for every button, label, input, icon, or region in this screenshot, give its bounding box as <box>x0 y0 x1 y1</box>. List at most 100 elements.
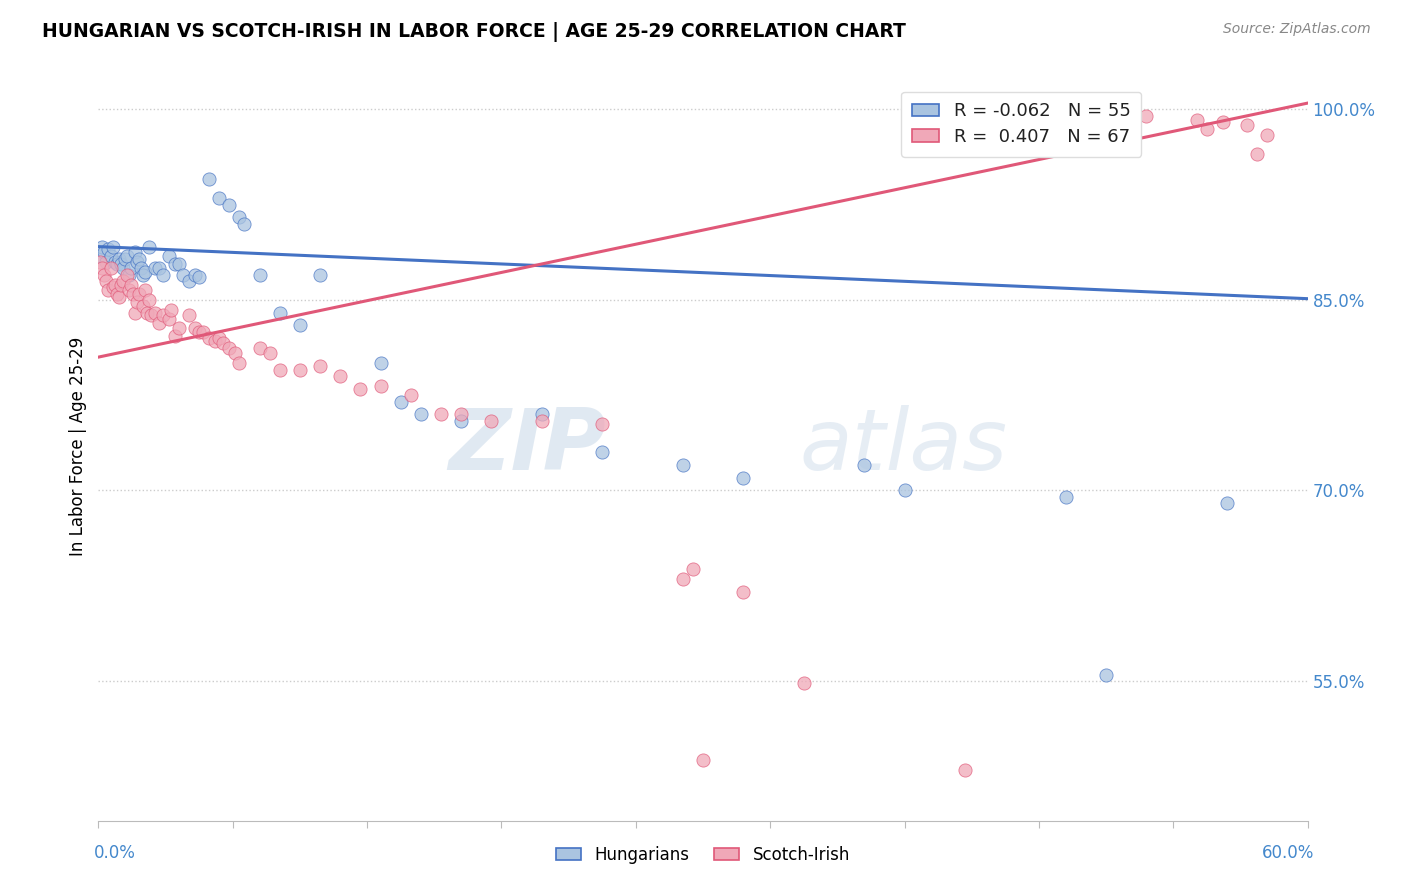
Point <box>430 407 453 421</box>
Point <box>89 255 111 269</box>
Legend: Hungarians, Scotch-Irish: Hungarians, Scotch-Irish <box>550 839 856 871</box>
Point <box>134 283 156 297</box>
Text: HUNGARIAN VS SCOTCH-IRISH IN LABOR FORCE | AGE 25-29 CORRELATION CHART: HUNGARIAN VS SCOTCH-IRISH IN LABOR FORCE… <box>42 22 905 42</box>
Point <box>118 268 141 282</box>
Point <box>97 242 120 256</box>
Point <box>157 312 180 326</box>
Point <box>733 471 755 485</box>
Point <box>224 346 246 360</box>
Point <box>1185 112 1208 127</box>
Point <box>399 388 422 402</box>
Point <box>114 252 136 267</box>
Point <box>329 369 352 384</box>
Point <box>208 331 231 345</box>
Point <box>1095 667 1118 681</box>
Point <box>172 268 194 282</box>
Point <box>218 197 240 211</box>
Point <box>1236 118 1258 132</box>
Point <box>121 286 143 301</box>
Point <box>157 248 180 262</box>
Point <box>591 417 613 432</box>
Point <box>129 261 152 276</box>
Point <box>893 483 915 498</box>
Point <box>120 277 142 292</box>
Point <box>530 414 553 428</box>
Point <box>110 257 132 271</box>
Point <box>1256 128 1278 142</box>
Point <box>125 295 148 310</box>
Point <box>370 356 392 370</box>
Point <box>100 261 122 276</box>
Point <box>152 268 174 282</box>
Point <box>91 239 114 253</box>
Point <box>269 363 291 377</box>
Point <box>135 306 157 320</box>
Point <box>152 308 174 322</box>
Point <box>111 274 134 288</box>
Point <box>198 331 221 345</box>
Point <box>128 252 150 267</box>
Point <box>167 257 190 271</box>
Point <box>148 316 170 330</box>
Text: 60.0%: 60.0% <box>1263 844 1315 862</box>
Point <box>249 268 271 282</box>
Point <box>212 336 235 351</box>
Point <box>184 268 207 282</box>
Point <box>160 303 183 318</box>
Text: atlas: atlas <box>800 404 1008 488</box>
Point <box>1212 115 1234 129</box>
Point <box>259 346 281 360</box>
Point <box>138 239 160 253</box>
Point <box>450 407 472 421</box>
Point <box>107 252 129 267</box>
Point <box>93 268 115 282</box>
Point <box>179 308 201 322</box>
Point <box>288 363 311 377</box>
Point <box>198 172 221 186</box>
Point <box>91 261 114 276</box>
Text: 0.0%: 0.0% <box>94 844 136 862</box>
Point <box>118 283 141 297</box>
Point <box>132 299 155 313</box>
Point <box>97 283 120 297</box>
Point <box>208 191 231 205</box>
Point <box>204 334 226 348</box>
Point <box>93 244 115 259</box>
Point <box>672 458 695 472</box>
Legend: R = -0.062   N = 55, R =  0.407   N = 67: R = -0.062 N = 55, R = 0.407 N = 67 <box>901 92 1142 156</box>
Point <box>105 286 128 301</box>
Point <box>148 261 170 276</box>
Point <box>188 325 211 339</box>
Text: Source: ZipAtlas.com: Source: ZipAtlas.com <box>1223 22 1371 37</box>
Point <box>349 382 371 396</box>
Point <box>232 217 254 231</box>
Point <box>105 257 128 271</box>
Point <box>115 248 138 262</box>
Point <box>101 239 124 253</box>
Point <box>1246 147 1268 161</box>
Point <box>96 255 118 269</box>
Point <box>1135 109 1157 123</box>
Point <box>481 414 503 428</box>
Point <box>953 763 976 777</box>
Point <box>692 753 714 767</box>
Point <box>125 255 148 269</box>
Point <box>409 407 432 421</box>
Point <box>853 458 876 472</box>
Point <box>591 445 613 459</box>
Point <box>120 261 142 276</box>
Point <box>228 356 250 370</box>
Point <box>111 261 134 276</box>
Point <box>450 414 472 428</box>
Point <box>793 676 815 690</box>
Point <box>134 265 156 279</box>
Point <box>1195 121 1218 136</box>
Point <box>124 306 146 320</box>
Point <box>389 394 412 409</box>
Point <box>188 270 211 285</box>
Point <box>193 325 215 339</box>
Point <box>163 328 186 343</box>
Point <box>179 274 201 288</box>
Point <box>143 261 166 276</box>
Point <box>163 257 186 271</box>
